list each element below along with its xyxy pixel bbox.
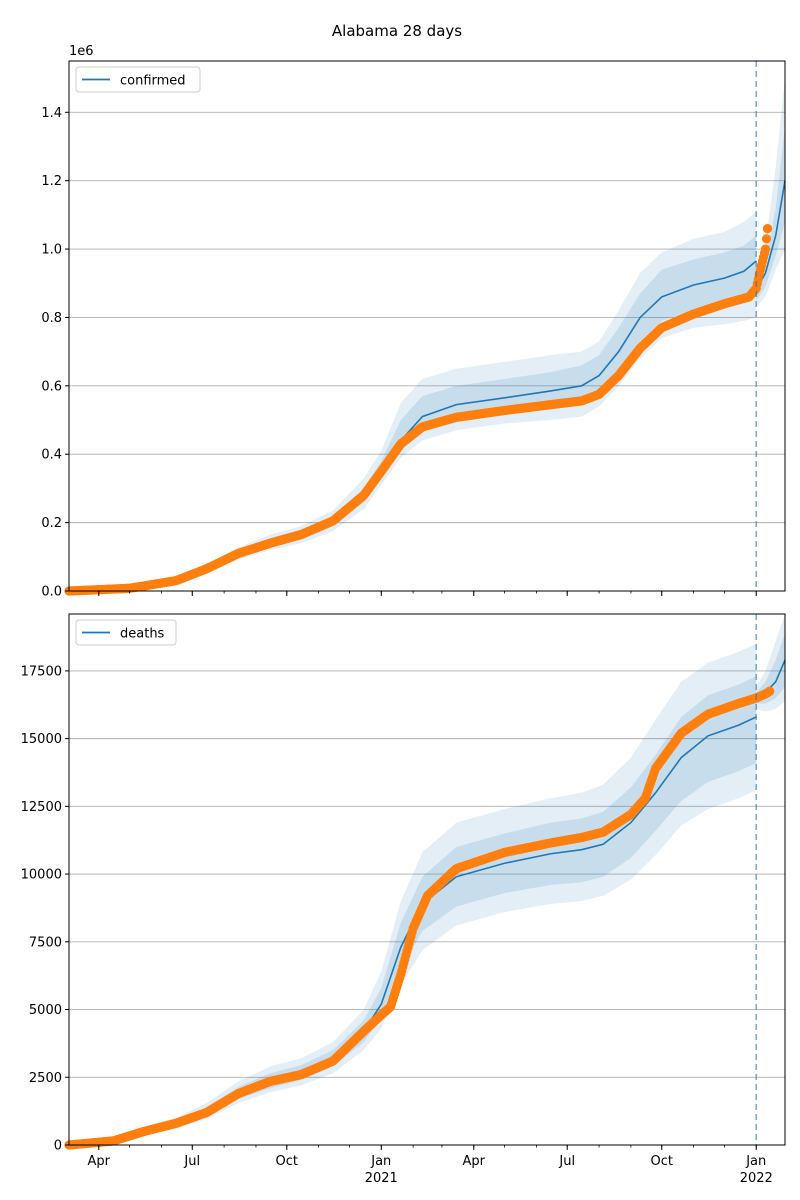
uncertainty-band bbox=[756, 614, 785, 712]
y-tick-label: 1.0 bbox=[41, 243, 62, 258]
y-tick-label: 1.4 bbox=[41, 106, 62, 121]
axes-frame bbox=[68, 613, 786, 1146]
x-tick-year-label: 2021 bbox=[365, 1171, 398, 1186]
y-tick-label: 17500 bbox=[21, 664, 62, 679]
deaths-panel: 0 2500 5000 7500 10000 12500 15000 17500 Apr Jul O… bbox=[21, 613, 786, 1186]
y-tick-label: 0 bbox=[54, 1139, 62, 1154]
legend-label: confirmed bbox=[120, 74, 186, 89]
y-tick-label: 0.4 bbox=[41, 448, 62, 463]
axes-frame bbox=[68, 60, 786, 592]
x-tick-label: Jul bbox=[183, 1154, 200, 1169]
y-tick-label: 0.8 bbox=[41, 311, 62, 326]
x-tick-label: Jan bbox=[370, 1154, 391, 1169]
uncertainty-band bbox=[69, 643, 757, 1145]
y-tick-label: 10000 bbox=[21, 868, 62, 883]
y-tick-label: 0.6 bbox=[41, 379, 62, 394]
x-tick-label: Oct bbox=[276, 1154, 298, 1169]
confirmed-panel: 0.0 0.2 0.4 0.6 0.8 1.0 1.2 1.4 1e6 confirmed bbox=[41, 44, 786, 600]
chart-title: Alabama 28 days bbox=[332, 22, 462, 40]
legend-label: deaths bbox=[120, 627, 165, 642]
uncertainty-band bbox=[69, 676, 757, 1145]
legend-box bbox=[75, 619, 177, 646]
uncertainty-band bbox=[69, 211, 757, 592]
x-tick-label: Apr bbox=[88, 1154, 111, 1169]
x-tick-year-label: 2022 bbox=[740, 1171, 773, 1186]
uncertainty-band bbox=[756, 632, 785, 704]
x-tick-label: Jul bbox=[558, 1154, 575, 1169]
x-tick-label: Jan bbox=[745, 1154, 766, 1169]
observed-point bbox=[760, 244, 771, 254]
y-tick-label: 12500 bbox=[21, 800, 62, 815]
y-offset-label: 1e6 bbox=[69, 44, 94, 59]
y-tick-label: 5000 bbox=[29, 1003, 62, 1018]
legend-box bbox=[75, 66, 201, 93]
x-tick-label: Apr bbox=[462, 1154, 485, 1169]
y-tick-label: 0.0 bbox=[41, 585, 62, 600]
observed-point bbox=[761, 234, 772, 244]
y-tick-label: 7500 bbox=[29, 935, 62, 950]
observed-point bbox=[764, 686, 775, 696]
y-tick-label: 1.2 bbox=[41, 174, 62, 189]
observed-point bbox=[762, 223, 773, 234]
x-tick-label: Oct bbox=[650, 1154, 672, 1169]
y-tick-label: 0.2 bbox=[41, 516, 62, 531]
y-tick-label: 15000 bbox=[21, 732, 62, 747]
y-tick-label: 2500 bbox=[29, 1071, 62, 1086]
uncertainty-band bbox=[69, 235, 757, 592]
